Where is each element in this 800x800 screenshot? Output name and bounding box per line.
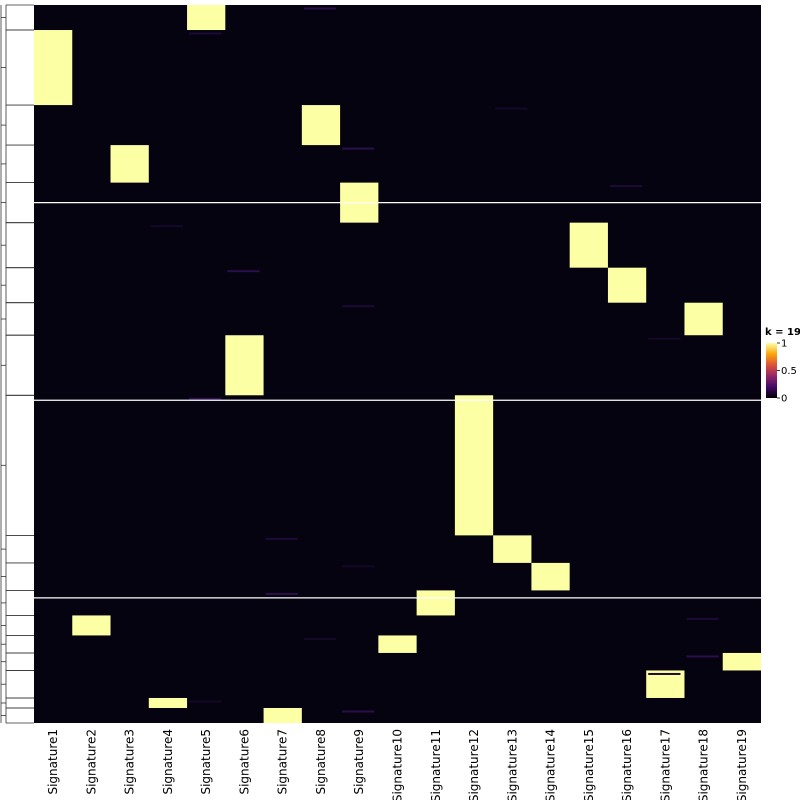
dendrogram-branch <box>5 267 34 304</box>
dendrogram-branch <box>5 707 34 724</box>
heatmap-block-signature14 <box>531 562 570 591</box>
legend-tick-label: 0.5 <box>781 366 797 377</box>
dendrogram-branch <box>5 104 34 146</box>
row-dendrogram <box>0 4 34 724</box>
column-label-signature12: Signature12 <box>467 729 481 800</box>
heatmap-faint-cell <box>150 225 184 228</box>
legend-tick-label: 0 <box>781 394 787 405</box>
dendrogram-branch <box>5 615 34 636</box>
heatmap-block-signature3 <box>110 145 149 183</box>
dendrogram-branch <box>5 590 34 616</box>
column-label-signature8: Signature8 <box>314 729 328 795</box>
heatmap-block-signature10 <box>378 635 417 653</box>
heatmap-faint-cell <box>686 617 719 620</box>
column-label-signature2: Signature2 <box>84 729 98 795</box>
column-label-signature18: Signature18 <box>697 729 711 800</box>
column-label-signature9: Signature9 <box>352 729 366 795</box>
heatmap-block-signature16 <box>607 267 647 303</box>
heatmap-block-signature2 <box>72 615 111 636</box>
column-labels: Signature1 Signature2 Signature3 Signature4… <box>46 729 749 800</box>
heatmap-block-signature12 <box>454 395 494 536</box>
heatmap-block-signature13 <box>493 535 532 563</box>
legend-title: k = 19 <box>765 327 800 338</box>
dendrogram-branch <box>5 4 34 31</box>
dendrogram-branch <box>5 652 34 671</box>
heatmap-faint-cell <box>303 7 337 10</box>
heatmap-block-signature8 <box>301 105 341 146</box>
heatmap-faint-cell <box>303 637 337 640</box>
legend-ticks: 00.51 <box>777 339 797 405</box>
dendrogram-branch <box>5 29 34 106</box>
heatmap-faint-cell <box>342 305 375 308</box>
heatmap-faint-cell <box>495 107 528 110</box>
heatmap-block-signature6 <box>225 335 264 396</box>
dendrogram-branch <box>5 144 34 183</box>
heatmap-faint-cell <box>609 185 643 188</box>
heatmap-faint-cell <box>189 700 222 703</box>
column-label-signature3: Signature3 <box>123 729 137 795</box>
heatmap-block-signature4 <box>148 697 188 708</box>
heatmap-faint-cell <box>648 672 681 675</box>
column-label-signature7: Signature7 <box>276 729 290 795</box>
heatmap-faint-cell <box>189 32 222 35</box>
column-label-signature13: Signature13 <box>505 729 519 800</box>
heatmap-faint-cell <box>265 537 298 540</box>
heatmap-faint-cell <box>342 147 375 150</box>
column-label-signature19: Signature19 <box>735 729 749 800</box>
dendrogram-branch <box>5 302 34 336</box>
heatmap-block-signature15 <box>569 222 608 268</box>
heatmap-faint-cell <box>227 270 260 273</box>
legend: k = 19 00.51 <box>765 327 800 405</box>
heatmap-block-signature11 <box>416 590 455 616</box>
dendrogram-branch <box>5 334 34 396</box>
column-label-signature16: Signature16 <box>620 729 634 800</box>
heatmap-block-signature18 <box>684 302 723 336</box>
dendrogram-branch <box>5 670 34 699</box>
column-label-signature5: Signature5 <box>199 729 213 795</box>
column-label-signature6: Signature6 <box>237 729 251 795</box>
dendrogram-branch <box>5 635 34 654</box>
heatmap-block-signature19 <box>722 652 761 671</box>
heatmap-faint-cell <box>686 655 719 658</box>
legend-colorbar <box>766 343 777 398</box>
column-label-signature15: Signature15 <box>582 729 596 800</box>
heatmap-cells <box>34 5 761 723</box>
column-label-signature14: Signature14 <box>544 729 558 800</box>
heatmap-block-signature7 <box>263 707 302 723</box>
dendrogram-branch <box>5 182 34 224</box>
group-separators <box>34 202 761 599</box>
dendrogram-branch <box>5 697 34 709</box>
dendrogram-branch <box>5 562 34 591</box>
heatmap-block-signature5 <box>187 5 226 31</box>
heatmap-block-signature17 <box>646 670 685 698</box>
heatmap-faint-cell <box>265 592 298 595</box>
column-label-signature4: Signature4 <box>161 729 175 795</box>
column-label-signature1: Signature1 <box>46 729 60 795</box>
legend-tick-label: 1 <box>781 339 787 350</box>
dendrogram-branch <box>5 535 34 564</box>
heatmap-background <box>34 5 761 723</box>
heatmap-block-signature1 <box>34 30 73 106</box>
column-label-signature10: Signature10 <box>391 729 405 800</box>
heatmap-faint-cell <box>648 337 681 340</box>
column-label-signature17: Signature17 <box>658 729 672 800</box>
dendrogram-branch <box>5 394 34 536</box>
dendrogram-branch <box>5 222 34 269</box>
column-label-signature11: Signature11 <box>429 729 443 800</box>
heatmap-faint-cell <box>189 397 222 400</box>
heatmap-faint-cell <box>342 710 375 713</box>
heatmap-faint-cell <box>342 565 375 568</box>
